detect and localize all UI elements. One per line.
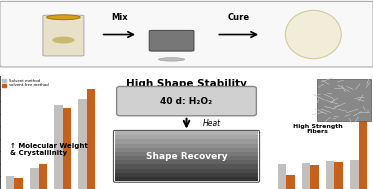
- FancyBboxPatch shape: [117, 86, 256, 116]
- Bar: [115, 169, 258, 173]
- Ellipse shape: [52, 37, 75, 43]
- Text: Heat: Heat: [203, 119, 220, 128]
- Bar: [286, 175, 295, 189]
- Bar: [115, 156, 258, 160]
- FancyBboxPatch shape: [43, 15, 84, 56]
- Ellipse shape: [159, 58, 185, 61]
- Bar: [115, 148, 258, 152]
- Bar: [115, 135, 258, 139]
- FancyBboxPatch shape: [0, 1, 373, 67]
- Bar: [30, 168, 38, 189]
- Text: Mix: Mix: [111, 13, 128, 22]
- Bar: [115, 173, 258, 177]
- Bar: [358, 88, 367, 189]
- Bar: [38, 164, 47, 189]
- Bar: [63, 108, 71, 189]
- Bar: [115, 144, 258, 148]
- Ellipse shape: [285, 10, 341, 59]
- Text: Cure: Cure: [228, 13, 250, 22]
- Bar: [115, 139, 258, 144]
- Bar: [115, 177, 258, 181]
- Ellipse shape: [47, 15, 80, 20]
- Bar: [326, 161, 335, 189]
- Bar: [6, 177, 15, 189]
- Bar: [54, 105, 63, 189]
- Bar: [115, 152, 258, 156]
- FancyBboxPatch shape: [149, 30, 194, 51]
- Legend: Solvent method, solvent-free method: Solvent method, solvent-free method: [2, 78, 50, 88]
- Bar: [115, 131, 258, 135]
- Bar: [317, 79, 371, 121]
- Bar: [15, 178, 23, 189]
- Text: 40 d: H₂O₂: 40 d: H₂O₂: [160, 97, 213, 106]
- Bar: [310, 165, 319, 189]
- Bar: [115, 164, 258, 169]
- Bar: [302, 163, 310, 189]
- Bar: [335, 162, 343, 189]
- Text: High Shape Stability: High Shape Stability: [126, 79, 247, 89]
- Bar: [350, 160, 358, 189]
- Text: High Strength
Fibers: High Strength Fibers: [292, 124, 342, 134]
- Bar: [115, 160, 258, 164]
- Text: ↑ Molecular Weight
& Crystallinity: ↑ Molecular Weight & Crystallinity: [10, 143, 88, 156]
- Text: Shape Recovery: Shape Recovery: [146, 152, 227, 161]
- Bar: [78, 99, 87, 189]
- Bar: [278, 164, 286, 189]
- Bar: [87, 89, 95, 189]
